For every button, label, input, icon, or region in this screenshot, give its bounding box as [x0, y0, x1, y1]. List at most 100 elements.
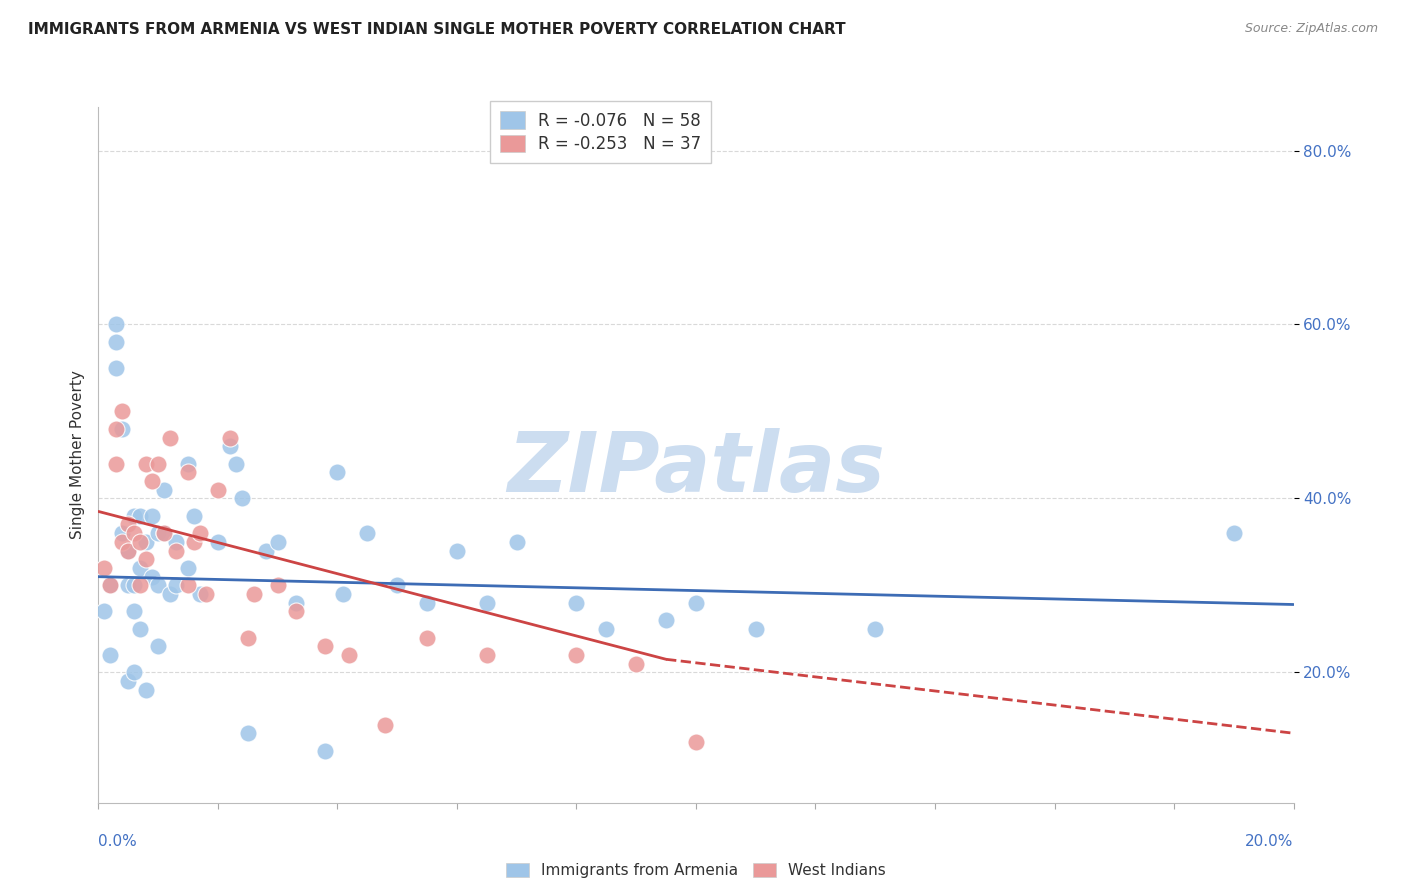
Point: [183, 508, 205, 523]
Point: [135, 552, 157, 566]
Point: [105, 334, 128, 349]
Point: [183, 534, 205, 549]
Point: [124, 665, 146, 680]
Point: [1223, 526, 1246, 541]
Point: [129, 578, 152, 592]
Point: [243, 587, 266, 601]
Point: [98, 648, 122, 662]
Point: [153, 526, 176, 541]
Point: [506, 534, 529, 549]
Point: [194, 587, 218, 601]
Point: [111, 404, 134, 418]
Point: [148, 457, 170, 471]
Point: [135, 534, 157, 549]
Point: [124, 605, 146, 619]
Point: [117, 674, 139, 689]
Point: [159, 587, 181, 601]
Point: [416, 596, 439, 610]
Point: [416, 631, 439, 645]
Point: [385, 578, 409, 592]
Point: [129, 622, 152, 636]
Point: [188, 587, 211, 601]
Point: [135, 457, 157, 471]
Point: [111, 526, 134, 541]
Point: [124, 526, 146, 541]
Point: [105, 422, 128, 436]
Point: [685, 596, 707, 610]
Point: [129, 534, 152, 549]
Point: [148, 578, 170, 592]
Point: [475, 596, 498, 610]
Text: Source: ZipAtlas.com: Source: ZipAtlas.com: [1244, 22, 1378, 36]
Point: [148, 526, 170, 541]
Point: [685, 735, 707, 749]
Point: [284, 596, 307, 610]
Point: [98, 578, 122, 592]
Point: [595, 622, 617, 636]
Point: [153, 483, 176, 497]
Point: [165, 534, 187, 549]
Point: [446, 543, 468, 558]
Point: [117, 578, 139, 592]
Point: [254, 543, 277, 558]
Point: [159, 430, 181, 444]
Point: [356, 526, 378, 541]
Point: [177, 466, 200, 480]
Point: [124, 508, 146, 523]
Point: [124, 578, 146, 592]
Point: [165, 578, 187, 592]
Point: [111, 422, 134, 436]
Point: [141, 570, 163, 584]
Point: [93, 605, 115, 619]
Point: [188, 526, 211, 541]
Point: [105, 360, 128, 375]
Point: [565, 648, 588, 662]
Legend: Immigrants from Armenia, West Indians: Immigrants from Armenia, West Indians: [498, 855, 894, 886]
Point: [117, 517, 139, 532]
Text: IMMIGRANTS FROM ARMENIA VS WEST INDIAN SINGLE MOTHER POVERTY CORRELATION CHART: IMMIGRANTS FROM ARMENIA VS WEST INDIAN S…: [28, 22, 846, 37]
Point: [267, 534, 290, 549]
Point: [315, 744, 337, 758]
Point: [624, 657, 647, 671]
Y-axis label: Single Mother Poverty: Single Mother Poverty: [69, 370, 84, 540]
Point: [105, 457, 128, 471]
Point: [141, 508, 163, 523]
Text: 0.0%: 0.0%: [98, 834, 138, 849]
Text: 20.0%: 20.0%: [1246, 834, 1294, 849]
Point: [111, 534, 134, 549]
Point: [135, 682, 157, 697]
Point: [117, 543, 139, 558]
Point: [219, 430, 242, 444]
Point: [236, 631, 259, 645]
Point: [339, 648, 360, 662]
Point: [148, 639, 170, 653]
Point: [129, 508, 152, 523]
Point: [655, 613, 678, 627]
Point: [105, 318, 128, 332]
Point: [326, 466, 349, 480]
Point: [177, 578, 200, 592]
Point: [475, 648, 498, 662]
Point: [231, 491, 253, 506]
Point: [332, 587, 354, 601]
Point: [745, 622, 768, 636]
Text: ZIPatlas: ZIPatlas: [508, 428, 884, 509]
Point: [177, 561, 200, 575]
Point: [267, 578, 290, 592]
Point: [315, 639, 337, 653]
Point: [284, 605, 307, 619]
Point: [153, 526, 176, 541]
Point: [565, 596, 588, 610]
Point: [207, 534, 229, 549]
Point: [236, 726, 259, 740]
Point: [374, 717, 396, 731]
Point: [225, 457, 247, 471]
Point: [207, 483, 229, 497]
Point: [177, 457, 200, 471]
Point: [141, 474, 163, 488]
Point: [117, 543, 139, 558]
Point: [98, 578, 122, 592]
Point: [93, 561, 115, 575]
Point: [219, 439, 242, 453]
Point: [129, 561, 152, 575]
